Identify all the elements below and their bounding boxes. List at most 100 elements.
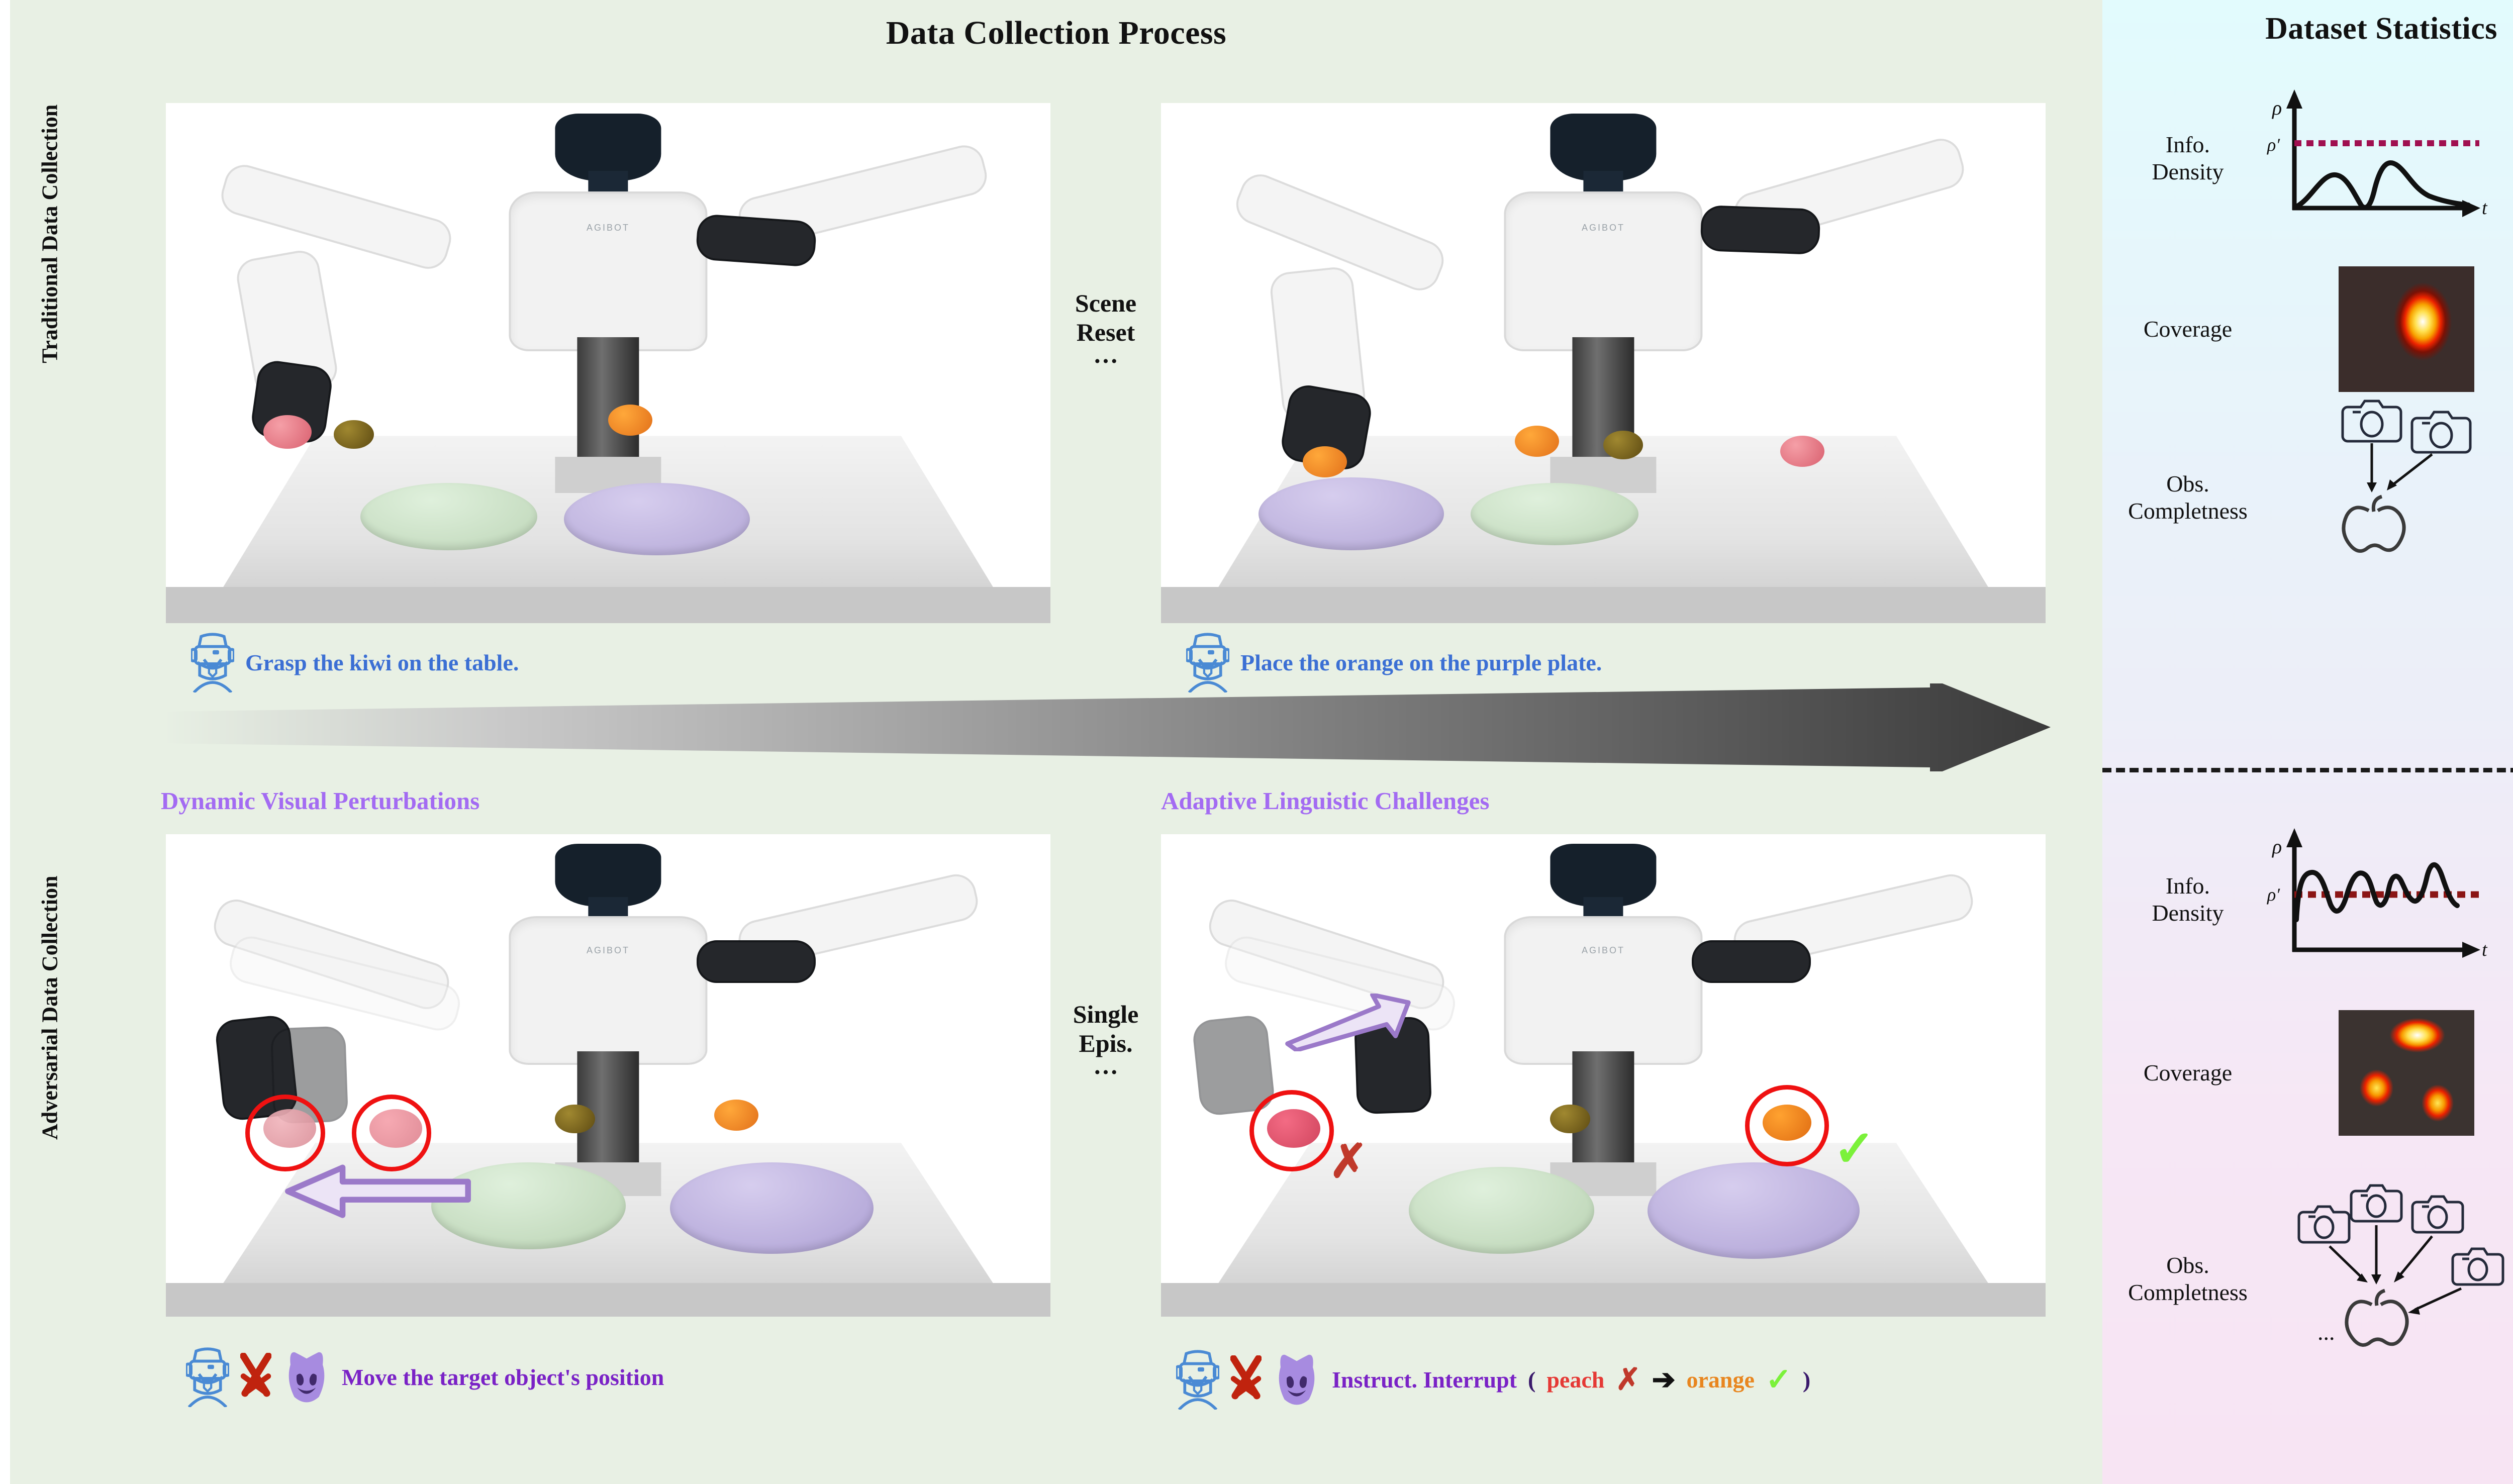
heatmap-coverage-traditional bbox=[2339, 266, 2474, 392]
table-edge bbox=[166, 1282, 1050, 1317]
robot-torso bbox=[509, 916, 708, 1065]
robot-right-gripper bbox=[695, 213, 817, 267]
label-line2: Completness bbox=[2128, 498, 2248, 524]
page-title-stats: Dataset Statistics bbox=[2265, 12, 2497, 46]
section-divider-dashed bbox=[2102, 768, 2513, 772]
object-peach bbox=[263, 415, 312, 449]
annotation-circle-before bbox=[245, 1095, 326, 1171]
caption-bottom-left: Move the target object's position bbox=[186, 1347, 664, 1407]
object-orange-2 bbox=[1515, 425, 1559, 457]
instruction-switch-arrow bbox=[1285, 993, 1411, 1051]
robot-head bbox=[1550, 844, 1657, 907]
robot-right-gripper bbox=[697, 940, 816, 983]
camera-icon-center bbox=[2350, 1184, 2403, 1223]
robot-torso bbox=[1504, 191, 1703, 352]
annotation-circle-after bbox=[351, 1095, 432, 1171]
mid-label-scene-reset: Scene Reset ··· bbox=[1055, 289, 1156, 376]
object-kiwi bbox=[334, 420, 374, 449]
label-line2: Density bbox=[2152, 900, 2224, 926]
vr-headset-icon bbox=[186, 1347, 229, 1407]
robot-right-gripper bbox=[1700, 205, 1820, 255]
caption-text-instruct-interrupt: Instruct. Interrupt bbox=[1332, 1366, 1517, 1393]
stat-row-info-density-top: Info. Density ρ ρ′ t bbox=[2112, 85, 2494, 231]
plate-green bbox=[1471, 482, 1639, 545]
plate-green bbox=[431, 1162, 626, 1249]
paren-open: ( bbox=[1527, 1366, 1536, 1393]
camera-icon-2 bbox=[2410, 411, 2472, 454]
mid-label-line1: Scene bbox=[1075, 289, 1137, 317]
object-peach bbox=[1780, 436, 1824, 467]
side-label-traditional: Traditional Data Collection bbox=[37, 104, 62, 363]
robot-head bbox=[555, 113, 661, 181]
stat-label-coverage: Coverage bbox=[2143, 1059, 2233, 1085]
paren-close: ) bbox=[1802, 1366, 1811, 1393]
inline-arrow-icon: ➔ bbox=[1652, 1364, 1676, 1396]
mid-label-dots: ··· bbox=[1093, 1058, 1119, 1086]
page-title-process: Data Collection Process bbox=[886, 15, 1227, 51]
stat-label-coverage: Coverage bbox=[2143, 316, 2233, 342]
robot-logo-text: AGIBOT bbox=[586, 945, 630, 955]
annotation-check-mark: ✓ bbox=[1833, 1121, 1876, 1177]
ellipsis-more-cameras: ... bbox=[2317, 1319, 2335, 1345]
axis-label-t: t bbox=[2482, 197, 2488, 219]
mid-label-line2: Epis. bbox=[1079, 1029, 1133, 1057]
robot-right-gripper bbox=[1692, 940, 1811, 983]
table-edge bbox=[1161, 586, 2046, 623]
object-orange bbox=[608, 405, 652, 436]
axis-label-rho-prime: ρ′ bbox=[2267, 884, 2280, 905]
table-edge bbox=[166, 586, 1050, 623]
stat-row-obs-completeness-top: Obs. Completness bbox=[2112, 400, 2504, 553]
annotation-circle-orange bbox=[1745, 1085, 1829, 1167]
robot-torso bbox=[1504, 916, 1703, 1065]
plate-purple bbox=[1648, 1162, 1860, 1259]
chart-info-density-adversarial: ρ ρ′ t bbox=[2267, 828, 2488, 960]
stat-row-coverage-bottom: Coverage bbox=[2112, 1010, 2474, 1136]
scene-image-adversarial-visual: AGIBOT bbox=[166, 834, 1050, 1317]
caption-text-top-left: Grasp the kiwi on the table. bbox=[245, 649, 519, 675]
stat-label-info-density: Info. Density bbox=[2112, 872, 2263, 927]
camera-icon-far-right bbox=[2451, 1247, 2504, 1286]
label-line1: Info. bbox=[2165, 131, 2210, 157]
robot-logo-text: AGIBOT bbox=[586, 223, 630, 233]
robot-logo-text: AGIBOT bbox=[1581, 945, 1625, 955]
chart-info-density-traditional: ρ ρ′ t bbox=[2267, 89, 2488, 219]
caption-bottom-right: Instruct. Interrupt ( peach ✗ ➔ orange ✓… bbox=[1176, 1349, 1810, 1410]
caption-text-bottom-left: Move the target object's position bbox=[342, 1364, 664, 1390]
scene-image-traditional-place: AGIBOT bbox=[1161, 103, 2046, 623]
stat-label-obs-completeness: Obs. Completness bbox=[2112, 470, 2263, 525]
devil-face-icon bbox=[1279, 1354, 1315, 1405]
process-flow-arrow bbox=[161, 683, 2051, 771]
axis-label-t: t bbox=[2482, 939, 2488, 960]
label-line1: Obs. bbox=[2166, 470, 2209, 497]
apple-icon bbox=[2342, 494, 2406, 553]
inline-check-icon: ✓ bbox=[1765, 1363, 1792, 1397]
annotation-x-mark: ✗ bbox=[1329, 1135, 1368, 1187]
plate-purple bbox=[1258, 477, 1444, 551]
heading-adaptive-linguistic-challenges: Adaptive Linguistic Challenges bbox=[1161, 787, 1490, 815]
caption-text-top-right: Place the orange on the purple plate. bbox=[1240, 649, 1602, 675]
label-line1: Info. bbox=[2165, 872, 2210, 899]
devil-face-icon bbox=[288, 1352, 325, 1403]
label-line2: Completness bbox=[2128, 1279, 2248, 1305]
robot-head bbox=[1550, 113, 1657, 181]
heading-dynamic-visual-perturbations: Dynamic Visual Perturbations bbox=[161, 787, 480, 815]
camera-icon bbox=[2341, 400, 2402, 443]
stat-row-info-density-bottom: Info. Density ρ ρ′ t bbox=[2112, 824, 2494, 975]
object-orange bbox=[714, 1100, 759, 1131]
stat-row-coverage-top: Coverage bbox=[2112, 266, 2474, 392]
vr-headset-icon bbox=[191, 633, 234, 692]
scene-image-traditional-grasp: AGIBOT bbox=[166, 103, 1050, 623]
stat-label-obs-completeness: Obs. Completness bbox=[2112, 1252, 2263, 1307]
vr-headset-icon bbox=[1186, 633, 1229, 692]
apple-icon bbox=[2345, 1289, 2409, 1347]
caption-text-right-object: orange bbox=[1686, 1366, 1755, 1393]
diagram-obs-completeness-adversarial: ... bbox=[2297, 1184, 2504, 1347]
panel-data-collection-process: Data Collection Process Traditional Data… bbox=[10, 0, 2102, 1484]
red-cross-swords-icon bbox=[1230, 1355, 1262, 1400]
scene-image-adversarial-linguistic: AGIBOT ✗ ✓ bbox=[1161, 834, 2046, 1317]
caption-top-left: Grasp the kiwi on the table. bbox=[191, 632, 519, 692]
object-kiwi bbox=[1550, 1104, 1590, 1134]
perturbation-move-arrow bbox=[285, 1164, 471, 1218]
side-label-adversarial: Adversarial Data Collection bbox=[37, 875, 62, 1140]
